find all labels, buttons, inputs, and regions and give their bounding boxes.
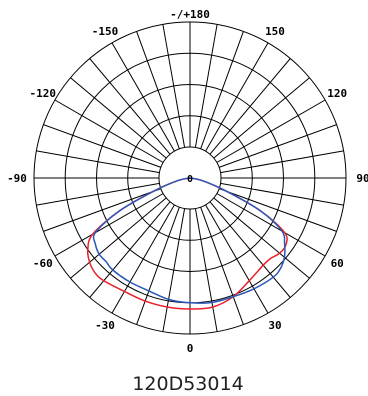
angle-label: 60: [331, 257, 344, 270]
angle-label: -/+180: [170, 8, 210, 21]
angle-label: 0: [187, 342, 194, 355]
series-layer: [86, 177, 288, 310]
angle-label: 150: [265, 25, 285, 38]
angle-label: 120: [327, 87, 347, 100]
angle-labels: -/+180 150 120 90 60 30 0 -30 -60 -90 -120 -150: [7, 8, 368, 355]
angle-label: -150: [92, 25, 119, 38]
angle-label: -90: [7, 172, 27, 185]
polar-ring: [127, 115, 253, 241]
series-curve-2: [92, 177, 286, 304]
angle-label: -120: [30, 87, 57, 100]
angle-label: -60: [33, 257, 53, 270]
polar-ring: [158, 146, 222, 210]
polar-ring: [33, 21, 347, 335]
polar-ring: [96, 84, 284, 272]
angle-label: 90: [356, 172, 368, 185]
angle-label: -30: [95, 319, 115, 332]
chart-caption: 120D53014: [132, 373, 243, 395]
angle-label: 30: [268, 319, 281, 332]
center-label: 0: [187, 174, 193, 185]
series-curve-1: [86, 177, 288, 310]
